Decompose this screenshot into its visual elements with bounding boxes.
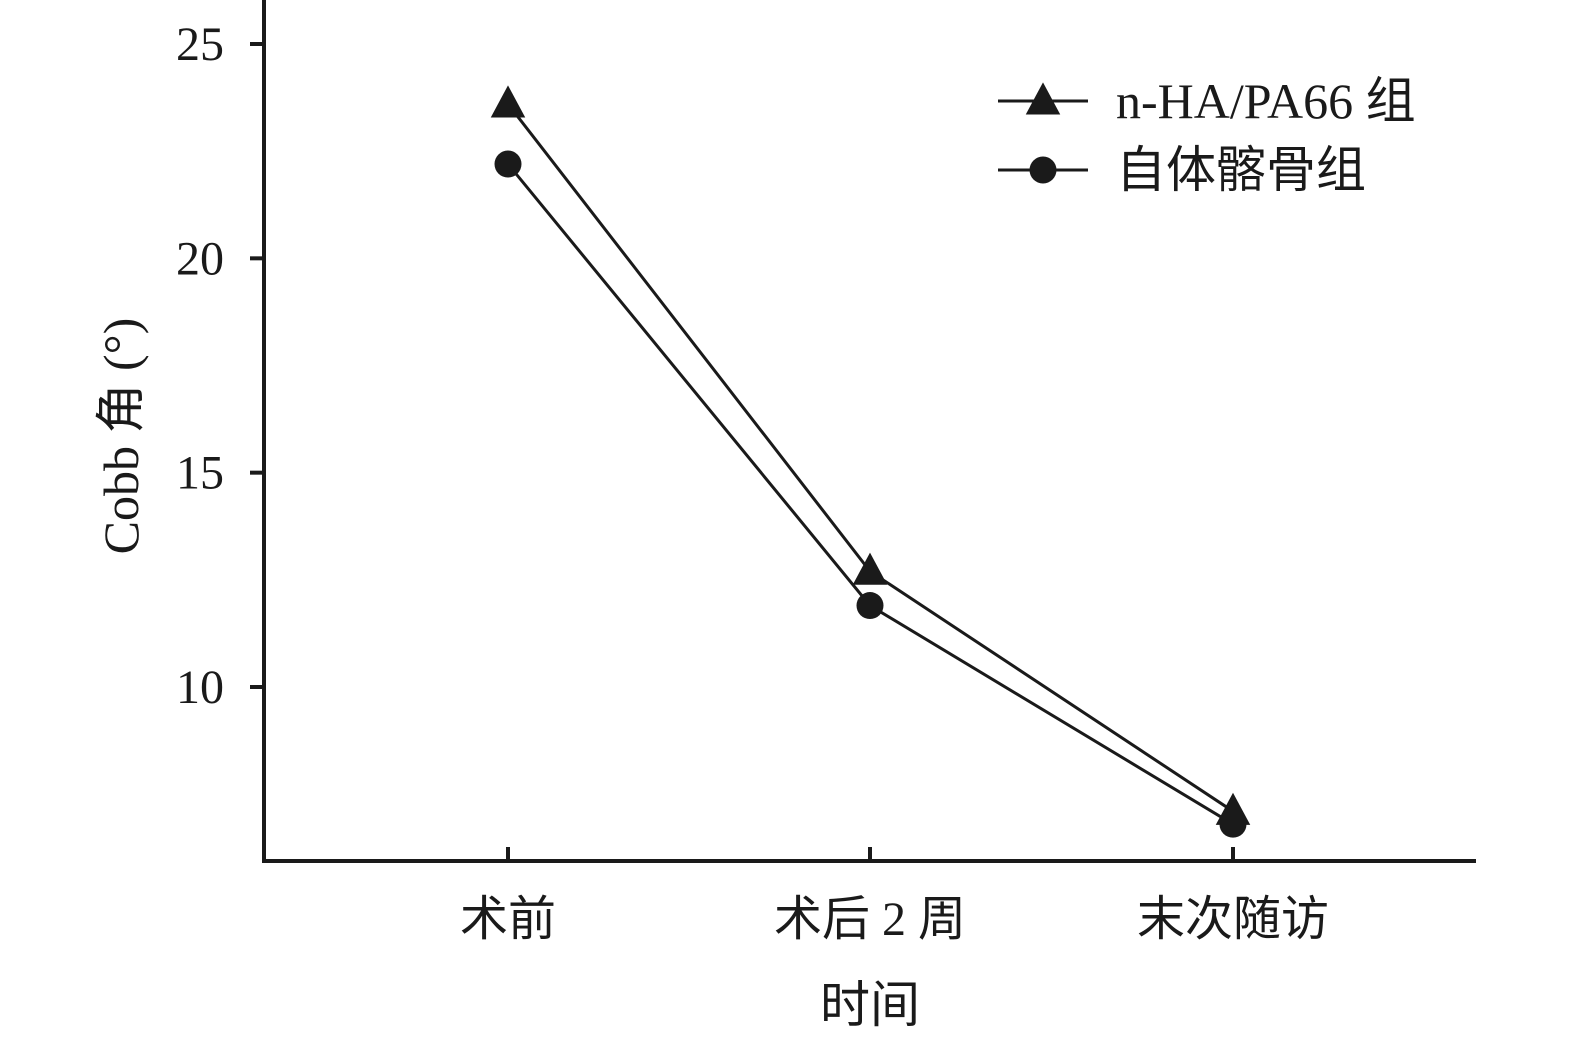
series-line [506, 103, 1234, 813]
legend-entry: 自体髂骨组 [998, 142, 1366, 198]
legend-entry: n-HA/PA66 组 [998, 73, 1416, 129]
y-tick-label: 20 [176, 232, 224, 285]
axes [262, 0, 1476, 863]
y-ticks: 10 15 20 25 [176, 18, 264, 714]
legend-marker [1025, 82, 1061, 115]
x-ticks: 术前 术后 2 周 末次随访 [460, 847, 1329, 946]
series-line [506, 163, 1234, 826]
data-point [494, 150, 522, 178]
series-layer [490, 85, 1251, 838]
y-tick-label: 15 [176, 447, 224, 500]
x-tick-label: 术前 [460, 893, 556, 946]
x-axis-title: 时间 [820, 977, 920, 1033]
data-point [852, 552, 888, 585]
data-point [490, 85, 526, 118]
data-point [1219, 810, 1247, 838]
x-tick-label: 术后 2 周 [774, 893, 966, 946]
y-axis-title: Cobb 角 (°) [93, 318, 149, 555]
y-tick-label: 10 [176, 661, 224, 714]
data-point [856, 592, 884, 620]
legend-label: n-HA/PA66 组 [1116, 73, 1416, 129]
legend-label: 自体髂骨组 [1116, 142, 1366, 198]
legend-marker [1029, 156, 1057, 184]
x-tick-label: 末次随访 [1137, 893, 1329, 946]
series-2 [494, 150, 1247, 838]
y-tick-label: 25 [176, 18, 224, 71]
